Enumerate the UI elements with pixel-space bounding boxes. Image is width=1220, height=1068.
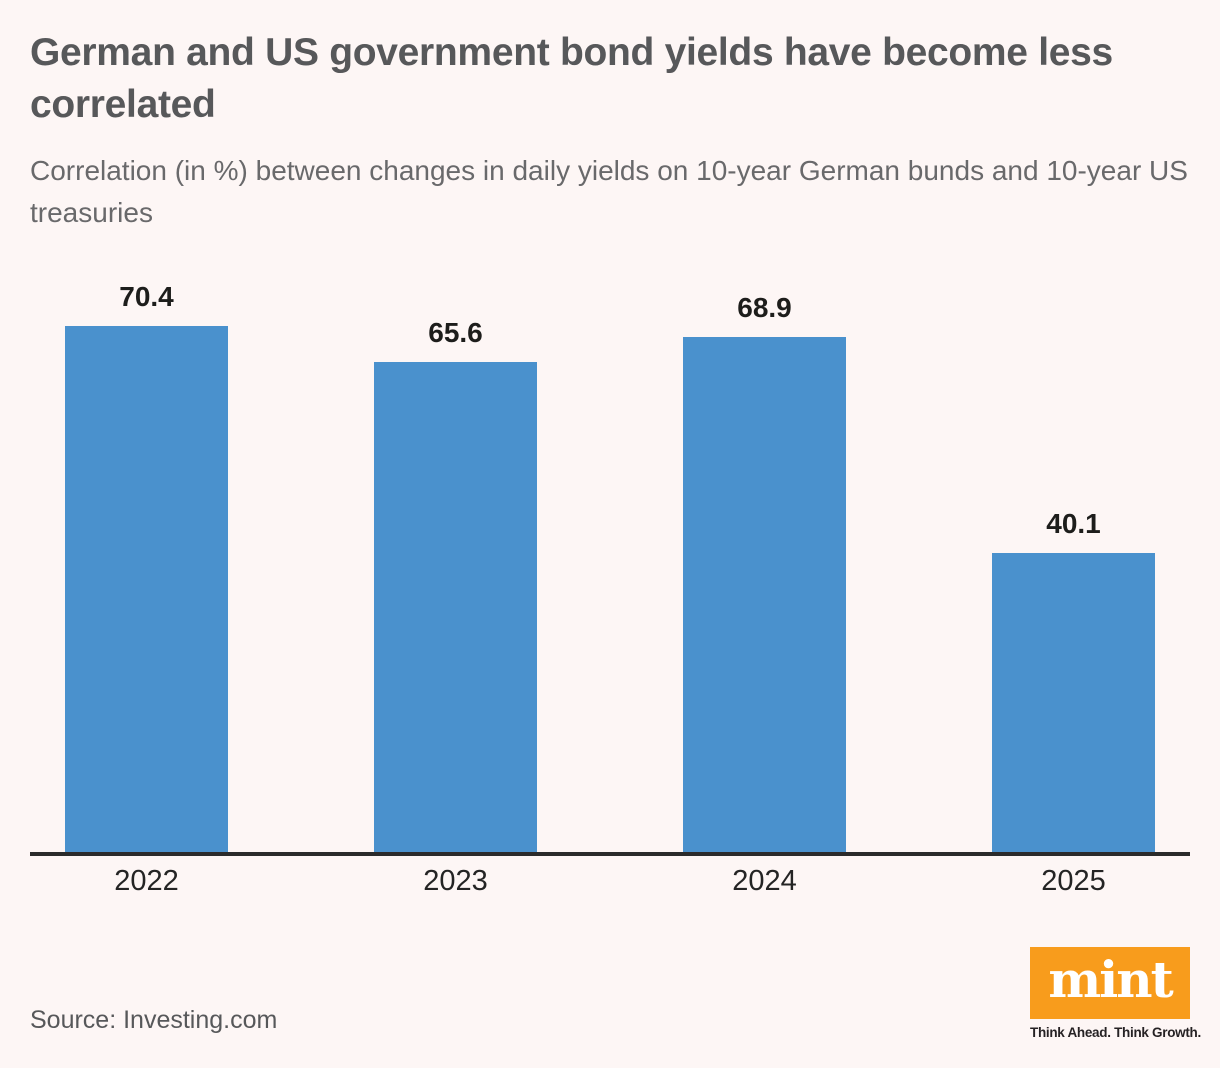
bar-value-label-2024: 68.9 (737, 292, 792, 323)
x-axis-line (30, 852, 1190, 856)
x-axis-tick-label-2023: 2023 (423, 865, 488, 897)
bar-value-label-2023: 65.6 (428, 317, 483, 348)
chart-title: German and US government bond yields hav… (30, 31, 1113, 126)
mint-logo: mint Think Ahead. Think Growth. (1030, 947, 1201, 1040)
mint-logo-box: mint (1030, 947, 1190, 1019)
x-axis-tick-label-2025: 2025 (1041, 865, 1106, 897)
bar-value-label-2025: 40.1 (1046, 508, 1101, 539)
chart-subtitle: Correlation (in %) between changes in da… (30, 155, 1188, 228)
bar-2025 (992, 553, 1155, 853)
source-note: Source: Investing.com (30, 1006, 278, 1034)
x-axis-tick-label-2022: 2022 (114, 865, 179, 897)
mint-logo-text: mint (1048, 950, 1173, 1009)
mint-logo-tagline: Think Ahead. Think Growth. (1030, 1025, 1201, 1040)
bar-2023 (374, 362, 537, 853)
x-axis-tick-label-2024: 2024 (732, 865, 797, 897)
bar-value-label-2022: 70.4 (119, 281, 174, 312)
bar-2022 (65, 326, 228, 853)
bar-2024 (683, 337, 846, 853)
